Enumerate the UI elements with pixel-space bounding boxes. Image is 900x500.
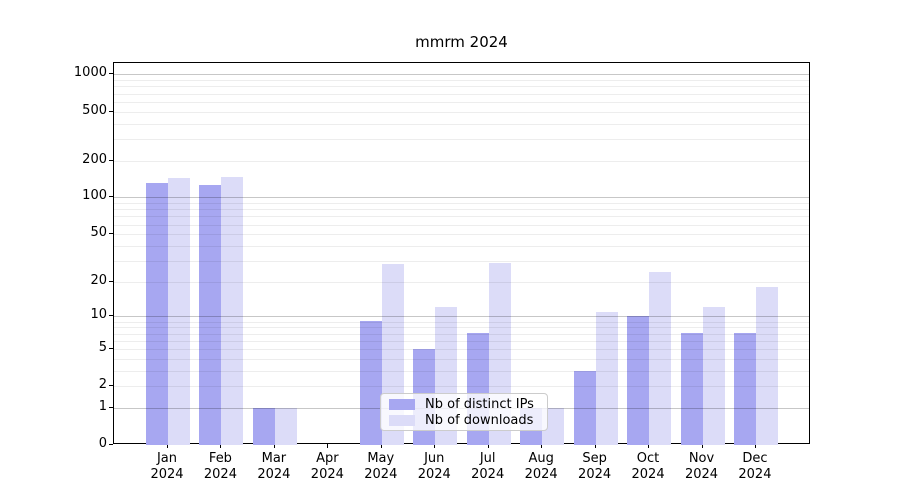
bar-oct-downloads (649, 272, 672, 445)
y-tick-label-0: 0 (98, 436, 107, 451)
bar-nov-ips (680, 333, 703, 445)
y-tick-label-20: 20 (90, 272, 107, 288)
gridline-400 (114, 123, 809, 125)
x-tick-mark (434, 444, 436, 448)
legend-label-distinct-ips: Nb of distinct IPs (425, 396, 534, 412)
x-tick-mark (701, 444, 703, 448)
x-tick-mark (755, 444, 756, 448)
bar-nov-downloads (702, 307, 725, 445)
gridline-50 (114, 234, 809, 236)
chart-title: mmrm 2024 (415, 33, 508, 51)
y-tick-label-200: 200 (82, 151, 107, 167)
gridline-900 (114, 80, 809, 81)
bar-jan-ips (146, 183, 168, 445)
gridline-6 (114, 340, 809, 342)
legend: Nb of distinct IPs Nb of downloads (380, 393, 548, 431)
x-tick-label-aug: Aug 2024 (524, 451, 558, 482)
y-tick-label-50: 50 (90, 225, 107, 241)
gridline-500 (114, 111, 809, 113)
x-tick-label-feb: Feb 2024 (203, 451, 237, 482)
gridline-300 (114, 138, 809, 140)
gridline-3 (114, 370, 809, 372)
x-tick-mark (167, 444, 168, 448)
bar-mar-downloads (274, 407, 297, 445)
grid-layer (114, 63, 809, 443)
gridline-600 (114, 101, 809, 103)
gridline-4 (114, 358, 809, 360)
gridline-700 (114, 93, 809, 95)
y-tick-mark (109, 280, 113, 282)
gridline-30 (114, 260, 809, 262)
gridline-20 (114, 281, 809, 283)
gridline-80 (114, 209, 809, 211)
x-tick-mark (327, 444, 329, 448)
x-tick-label-may: May 2024 (364, 451, 398, 482)
x-tick-label-mar: Mar 2024 (257, 451, 291, 482)
bar-may-ips (359, 321, 382, 445)
y-tick-mark (109, 110, 113, 112)
bar-feb-downloads (221, 177, 244, 445)
legend-item-distinct-ips: Nb of distinct IPs (389, 396, 547, 412)
y-tick-label-10: 10 (90, 307, 107, 323)
x-tick-mark (380, 444, 382, 448)
legend-label-downloads: Nb of downloads (425, 412, 534, 428)
bar-sep-downloads (595, 311, 618, 445)
gridline-7 (114, 333, 809, 335)
x-tick-label-jun: Jun 2024 (417, 451, 451, 482)
bar-jan-downloads (168, 178, 190, 445)
bar-mar-ips (252, 407, 275, 445)
y-tick-label-5: 5 (98, 339, 107, 355)
y-tick-mark (109, 315, 113, 317)
y-tick-mark (109, 444, 113, 445)
gridline-200 (114, 160, 809, 162)
gridline-100 (114, 197, 809, 199)
y-tick-mark (109, 73, 113, 75)
bar-sep-ips (573, 370, 596, 445)
y-tick-label-2: 2 (98, 377, 107, 393)
y-tick-mark (109, 159, 113, 161)
gridline-40 (114, 245, 809, 247)
x-tick-label-apr: Apr 2024 (310, 451, 344, 482)
x-tick-label-dec: Dec 2024 (738, 451, 772, 482)
gridline-70 (114, 216, 809, 218)
gridline-8 (114, 327, 809, 329)
x-tick-label-jul: Jul 2024 (471, 451, 505, 482)
x-tick-label-sep: Sep 2024 (578, 451, 612, 482)
y-tick-mark (109, 406, 113, 408)
y-tick-mark (109, 196, 113, 198)
x-tick-mark (273, 444, 275, 448)
y-tick-label-100: 100 (82, 188, 107, 204)
legend-swatch-distinct-ips-icon (389, 398, 415, 410)
legend-item-downloads: Nb of downloads (389, 412, 547, 428)
x-tick-mark (487, 444, 489, 448)
x-tick-label-nov: Nov 2024 (684, 451, 719, 482)
gridline-1000 (114, 74, 809, 76)
bar-dec-ips (733, 333, 756, 445)
plot-area: Nb of distinct IPs Nb of downloads (113, 62, 810, 445)
bar-oct-ips (627, 316, 650, 445)
gridline-5 (114, 348, 809, 350)
gridline-90 (114, 203, 809, 204)
bar-dec-downloads (755, 287, 778, 445)
x-tick-mark (220, 444, 222, 448)
y-tick-label-1: 1 (98, 398, 107, 414)
x-tick-mark (541, 444, 543, 448)
gridline-60 (114, 224, 809, 226)
gridline-2 (114, 386, 809, 388)
gridline-800 (114, 86, 809, 88)
y-tick-label-1000: 1000 (73, 65, 107, 81)
x-tick-mark (594, 444, 596, 448)
x-tick-label-oct: Oct 2024 (631, 451, 665, 482)
y-tick-label-500: 500 (82, 102, 107, 118)
x-tick-mark (648, 444, 649, 448)
bar-feb-ips (199, 184, 222, 445)
legend-swatch-downloads-icon (389, 414, 415, 426)
gridline-9 (114, 321, 809, 323)
gridline-10 (114, 316, 809, 318)
y-tick-mark (109, 347, 113, 349)
y-tick-mark (109, 385, 113, 387)
x-tick-label-jan: Jan 2024 (150, 451, 184, 482)
y-tick-mark (109, 233, 113, 235)
